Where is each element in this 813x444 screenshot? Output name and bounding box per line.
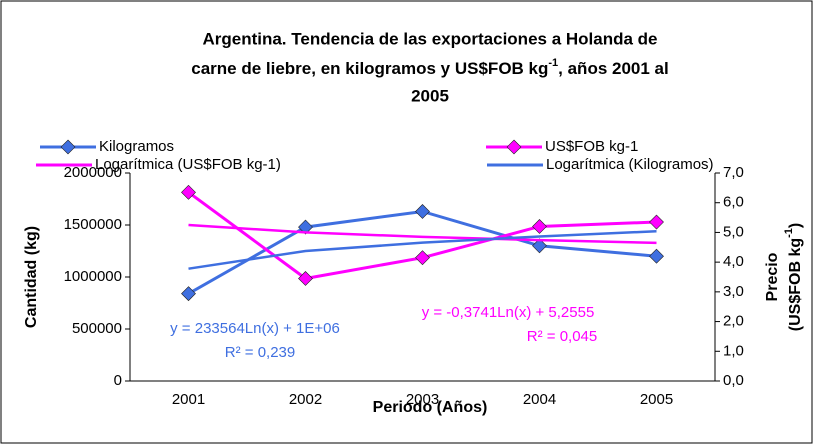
y2-title-part: (US$FOB kg bbox=[787, 238, 804, 331]
x-tick-label: 2005 bbox=[640, 391, 673, 408]
y-tick-label: 0 bbox=[114, 372, 122, 389]
trend-equation: y = -0,3741Ln(x) + 5,2555 bbox=[422, 304, 595, 321]
y2-tick-label: 5,0 bbox=[723, 223, 744, 240]
title-part: carne de liebre, en kilogramos y US$FOB … bbox=[191, 59, 548, 78]
marker bbox=[181, 286, 196, 302]
y2-tick-label: 6,0 bbox=[723, 194, 744, 211]
marker bbox=[415, 250, 430, 266]
y-tick-label: 1000000 bbox=[64, 268, 122, 285]
marker bbox=[649, 214, 664, 230]
y2-axis-title: (US$FOB kg-1) bbox=[783, 223, 804, 331]
y2-tick-label: 3,0 bbox=[723, 283, 744, 300]
x-tick-label: 2002 bbox=[289, 391, 322, 408]
title-superscript: -1 bbox=[548, 57, 558, 69]
chart-title: Argentina. Tendencia de las exportacione… bbox=[202, 29, 657, 48]
y2-title-superscript: -1 bbox=[783, 228, 795, 238]
y-tick-label: 1500000 bbox=[64, 216, 122, 233]
y-tick-label: 2000000 bbox=[64, 164, 122, 181]
y2-tick-label: 1,0 bbox=[723, 342, 744, 359]
legend-label: Logarítmica (Kilogramos) bbox=[546, 156, 714, 173]
y2-tick-label: 7,0 bbox=[723, 164, 744, 181]
x-axis-title: Periodo (Años) bbox=[373, 399, 488, 416]
legend-label: Kilogramos bbox=[99, 138, 174, 155]
marker bbox=[532, 238, 547, 254]
marker bbox=[532, 219, 547, 234]
y2-tick-label: 4,0 bbox=[723, 253, 744, 270]
y2-tick-label: 0,0 bbox=[723, 372, 744, 389]
y-axis-title: Cantidad (kg) bbox=[23, 226, 40, 328]
marker bbox=[649, 248, 664, 264]
x-tick-label: 2001 bbox=[172, 391, 205, 408]
legend-marker bbox=[60, 139, 76, 155]
marker bbox=[298, 271, 313, 286]
trend-r2: R² = 0,045 bbox=[527, 328, 597, 345]
marker bbox=[181, 184, 196, 200]
legend-label: Logarítmica (US$FOB kg-1) bbox=[95, 156, 281, 173]
marker bbox=[415, 204, 430, 219]
trend-line bbox=[188, 223, 657, 245]
chart-title: carne de liebre, en kilogramos y US$FOB … bbox=[191, 57, 668, 79]
legend-marker bbox=[506, 139, 522, 155]
trend-r2: R² = 0,239 bbox=[225, 344, 295, 361]
legend-label: US$FOB kg-1 bbox=[545, 138, 638, 155]
y2-axis-title: Precio bbox=[764, 252, 781, 301]
y-tick-label: 500000 bbox=[72, 320, 122, 337]
title-part: , años 2001 al bbox=[558, 59, 669, 78]
x-tick-label: 2004 bbox=[523, 391, 556, 408]
chart-title: 2005 bbox=[411, 86, 449, 105]
marker bbox=[298, 219, 313, 235]
y2-title-part: ) bbox=[787, 223, 804, 228]
trend-line bbox=[188, 229, 657, 270]
y2-tick-label: 2,0 bbox=[723, 313, 744, 330]
x-tick-label: 2003 bbox=[406, 391, 439, 408]
trend-equation: y = 233564Ln(x) + 1E+06 bbox=[170, 320, 340, 337]
